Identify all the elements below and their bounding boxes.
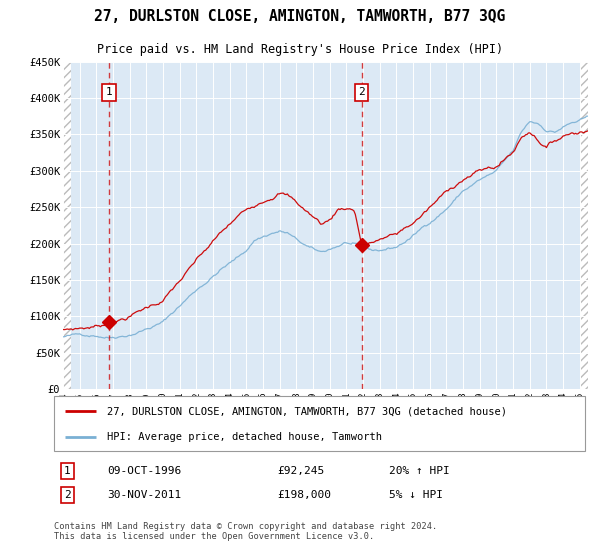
Text: 27, DURLSTON CLOSE, AMINGTON, TAMWORTH, B77 3QG (detached house): 27, DURLSTON CLOSE, AMINGTON, TAMWORTH, … bbox=[107, 407, 507, 416]
Text: 5% ↓ HPI: 5% ↓ HPI bbox=[389, 490, 443, 500]
Text: 27, DURLSTON CLOSE, AMINGTON, TAMWORTH, B77 3QG: 27, DURLSTON CLOSE, AMINGTON, TAMWORTH, … bbox=[94, 10, 506, 24]
Text: 1: 1 bbox=[106, 87, 113, 97]
Text: £198,000: £198,000 bbox=[277, 490, 331, 500]
Text: 20% ↑ HPI: 20% ↑ HPI bbox=[389, 466, 449, 476]
Text: Contains HM Land Registry data © Crown copyright and database right 2024.
This d: Contains HM Land Registry data © Crown c… bbox=[54, 522, 437, 542]
Text: 09-OCT-1996: 09-OCT-1996 bbox=[107, 466, 181, 476]
FancyBboxPatch shape bbox=[54, 396, 585, 451]
Text: HPI: Average price, detached house, Tamworth: HPI: Average price, detached house, Tamw… bbox=[107, 432, 382, 442]
Text: 2: 2 bbox=[64, 490, 71, 500]
Text: £92,245: £92,245 bbox=[277, 466, 324, 476]
Text: 30-NOV-2011: 30-NOV-2011 bbox=[107, 490, 181, 500]
Text: 2: 2 bbox=[358, 87, 365, 97]
Text: 1: 1 bbox=[64, 466, 71, 476]
Text: Price paid vs. HM Land Registry's House Price Index (HPI): Price paid vs. HM Land Registry's House … bbox=[97, 43, 503, 56]
